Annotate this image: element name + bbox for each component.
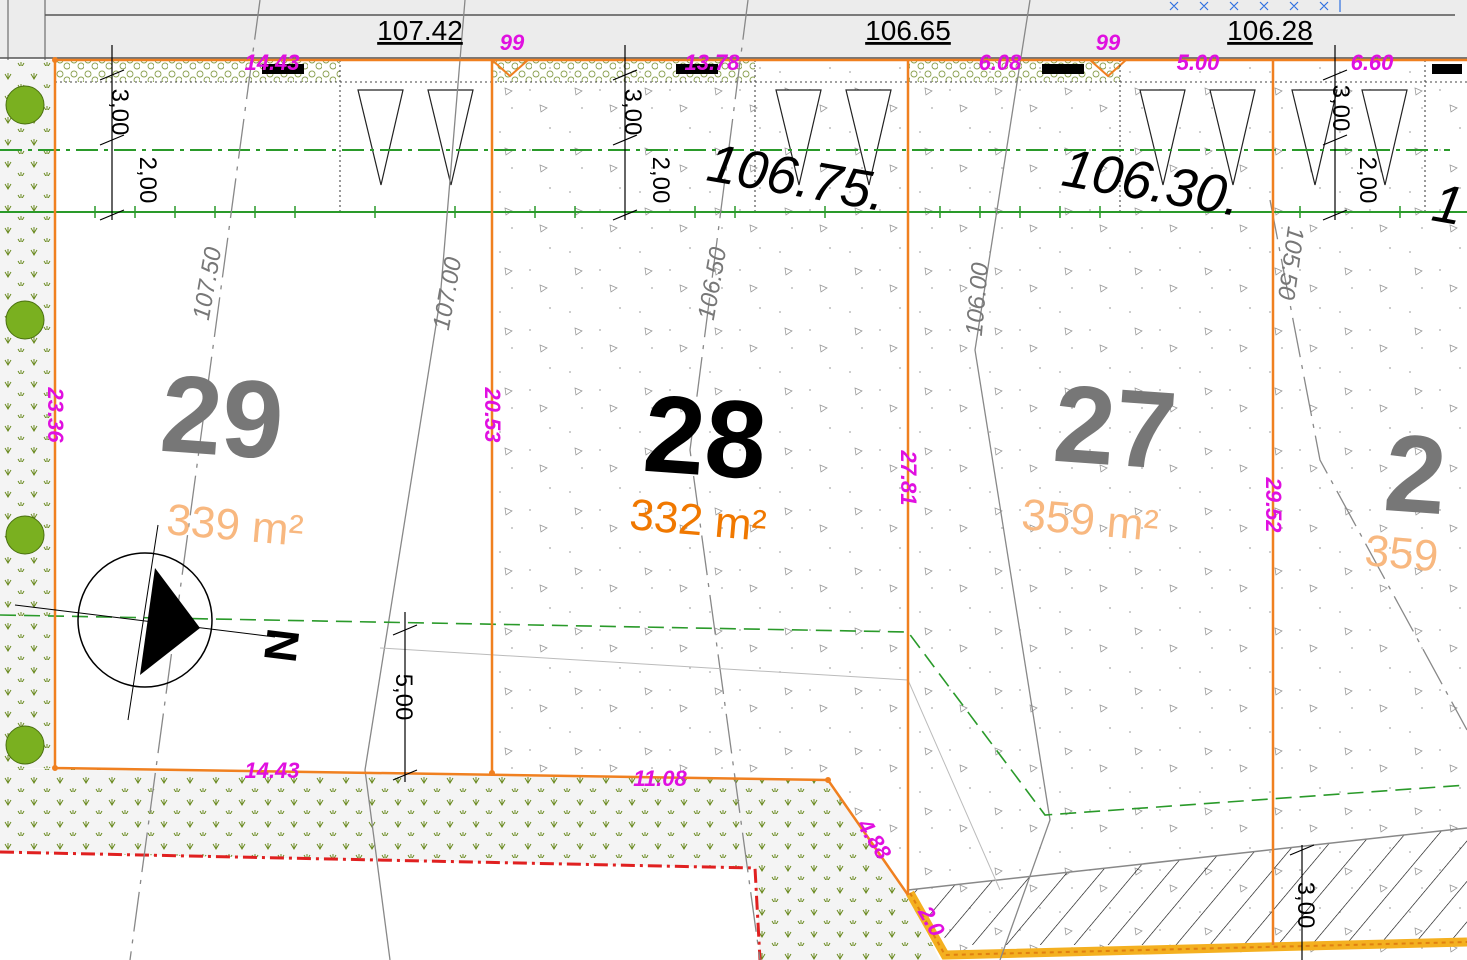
dimension: 5,00 [390, 674, 417, 721]
neighbour-area [0, 852, 760, 960]
boundary-length: 13.78 [684, 50, 740, 75]
tree [6, 301, 44, 339]
dimension: 2,00 [647, 157, 674, 204]
boundary-length: 11.08 [633, 766, 687, 791]
contour-label: 107.00 [428, 255, 467, 333]
site-plan: N 107.42 106.65 106.28 29 339 m² 28 332 … [0, 0, 1467, 960]
dimension: 3,00 [106, 89, 133, 136]
dimension: 3,00 [619, 89, 646, 136]
body: N 107.42 106.65 106.28 29 339 m² 28 332 … [0, 0, 1467, 960]
street-level: 106.65 [865, 15, 951, 46]
compass: N [15, 525, 310, 720]
street-level: 107.42 [377, 15, 463, 46]
boundary-length: 6.60 [1351, 50, 1395, 75]
boundary-length: 5.00 [1177, 50, 1221, 75]
tree [6, 516, 44, 554]
dimension: 2,00 [134, 157, 161, 204]
lot-number: 2 [1381, 411, 1451, 538]
dimension: 3,00 [1327, 85, 1354, 132]
boundary-length: 27.81 [896, 449, 921, 505]
lot-area: 359 [1363, 526, 1440, 581]
boundary-length: 23.36 [43, 386, 68, 443]
contour-label: 107.50 [188, 245, 227, 323]
lot-number: 28 [640, 372, 771, 503]
boundary-length: 14.43 [244, 50, 299, 75]
boundary-length: 20.53 [480, 386, 505, 442]
tree [6, 86, 44, 124]
boundary-length: 29.52 [1261, 476, 1286, 533]
lot-number: 29 [157, 352, 288, 483]
page: Lot plan {"street_levels": ["107.42", "1… [0, 0, 1467, 960]
boundary-length: 14.43 [244, 758, 299, 783]
dimension: 2,00 [1354, 157, 1381, 204]
north-label: N [254, 626, 310, 665]
lot-number: 27 [1050, 362, 1181, 493]
street-level: 106.28 [1227, 15, 1313, 46]
boundary-length: 6.08 [979, 50, 1023, 75]
boundary-length: 99 [500, 30, 525, 55]
boundary-length: 99 [1096, 30, 1121, 55]
tree [6, 726, 44, 764]
dimension: 3,00 [1292, 882, 1319, 929]
